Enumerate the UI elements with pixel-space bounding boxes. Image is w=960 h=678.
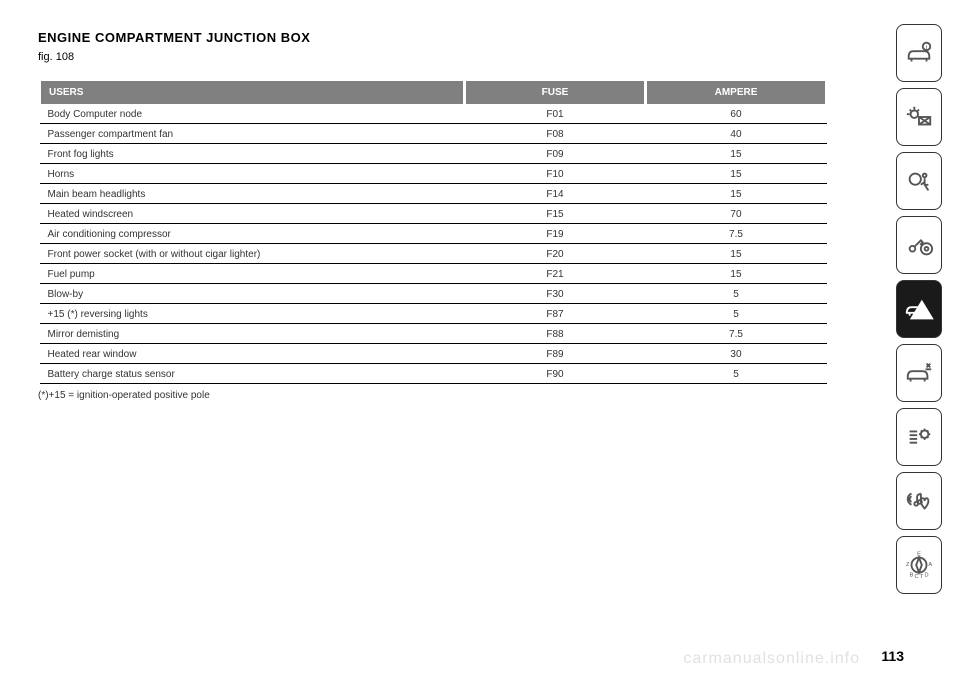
cell-fuse: F10 bbox=[464, 164, 645, 184]
table-row: Blow-byF305 bbox=[40, 284, 827, 304]
svg-text:B: B bbox=[910, 572, 914, 578]
cell-fuse: F87 bbox=[464, 304, 645, 324]
table-row: Body Computer nodeF0160 bbox=[40, 104, 827, 124]
cell-fuse: F01 bbox=[464, 104, 645, 124]
footnote: (*)+15 = ignition-operated positive pole bbox=[38, 390, 828, 401]
cell-fuse: F08 bbox=[464, 124, 645, 144]
svg-text:E: E bbox=[917, 552, 921, 558]
table-row: Front power socket (with or without ciga… bbox=[40, 244, 827, 264]
dashboard-light-icon[interactable] bbox=[896, 88, 942, 146]
watermark: carmanualsonline.info bbox=[683, 650, 860, 668]
compass-icon[interactable]: E Z A B DC T bbox=[896, 536, 942, 594]
cell-users: Air conditioning compressor bbox=[40, 224, 465, 244]
table-row: Main beam headlightsF1415 bbox=[40, 184, 827, 204]
car-warning-icon[interactable]: ! bbox=[896, 280, 942, 338]
table-row: Passenger compartment fanF0840 bbox=[40, 124, 827, 144]
svg-text:D: D bbox=[924, 572, 928, 578]
media-nav-icon[interactable] bbox=[896, 472, 942, 530]
cell-users: Body Computer node bbox=[40, 104, 465, 124]
cell-users: +15 (*) reversing lights bbox=[40, 304, 465, 324]
col-fuse: FUSE bbox=[464, 81, 645, 104]
cell-ampere: 30 bbox=[645, 344, 826, 364]
cell-fuse: F30 bbox=[464, 284, 645, 304]
cell-users: Heated windscreen bbox=[40, 204, 465, 224]
cell-users: Fuel pump bbox=[40, 264, 465, 284]
tab-sidebar: i! E Z A B DC T bbox=[896, 24, 942, 594]
car-info-icon[interactable]: i bbox=[896, 24, 942, 82]
cell-users: Horns bbox=[40, 164, 465, 184]
cell-fuse: F90 bbox=[464, 364, 645, 384]
table-row: +15 (*) reversing lightsF875 bbox=[40, 304, 827, 324]
airbag-seat-icon[interactable] bbox=[896, 152, 942, 210]
cell-users: Mirror demisting bbox=[40, 324, 465, 344]
table-row: Battery charge status sensorF905 bbox=[40, 364, 827, 384]
settings-list-icon[interactable] bbox=[896, 408, 942, 466]
cell-ampere: 5 bbox=[645, 364, 826, 384]
table-row: HornsF1015 bbox=[40, 164, 827, 184]
cell-fuse: F15 bbox=[464, 204, 645, 224]
cell-users: Battery charge status sensor bbox=[40, 364, 465, 384]
table-row: Air conditioning compressorF197.5 bbox=[40, 224, 827, 244]
key-steering-icon[interactable] bbox=[896, 216, 942, 274]
cell-ampere: 15 bbox=[645, 184, 826, 204]
cell-fuse: F09 bbox=[464, 144, 645, 164]
table-row: Heated rear windowF8930 bbox=[40, 344, 827, 364]
table-row: Mirror demistingF887.5 bbox=[40, 324, 827, 344]
cell-ampere: 5 bbox=[645, 304, 826, 324]
cell-users: Front power socket (with or without ciga… bbox=[40, 244, 465, 264]
cell-users: Passenger compartment fan bbox=[40, 124, 465, 144]
page-content: ENGINE COMPARTMENT JUNCTION BOX fig. 108… bbox=[38, 30, 828, 401]
cell-users: Heated rear window bbox=[40, 344, 465, 364]
page-title: ENGINE COMPARTMENT JUNCTION BOX bbox=[38, 30, 828, 45]
fuse-table: USERS FUSE AMPERE Body Computer nodeF016… bbox=[38, 81, 828, 384]
cell-ampere: 15 bbox=[645, 164, 826, 184]
car-service-icon[interactable] bbox=[896, 344, 942, 402]
cell-ampere: 15 bbox=[645, 264, 826, 284]
svg-text:Z: Z bbox=[906, 562, 910, 568]
figure-ref: fig. 108 bbox=[38, 51, 828, 63]
cell-ampere: 7.5 bbox=[645, 224, 826, 244]
cell-fuse: F21 bbox=[464, 264, 645, 284]
col-ampere: AMPERE bbox=[645, 81, 826, 104]
cell-ampere: 15 bbox=[645, 244, 826, 264]
svg-text:C T: C T bbox=[915, 574, 925, 580]
cell-fuse: F14 bbox=[464, 184, 645, 204]
cell-ampere: 15 bbox=[645, 144, 826, 164]
cell-fuse: F19 bbox=[464, 224, 645, 244]
cell-users: Blow-by bbox=[40, 284, 465, 304]
svg-text:A: A bbox=[928, 562, 932, 568]
cell-users: Front fog lights bbox=[40, 144, 465, 164]
col-users: USERS bbox=[40, 81, 465, 104]
svg-text:!: ! bbox=[920, 307, 923, 319]
cell-ampere: 5 bbox=[645, 284, 826, 304]
cell-ampere: 7.5 bbox=[645, 324, 826, 344]
cell-fuse: F20 bbox=[464, 244, 645, 264]
cell-ampere: 70 bbox=[645, 204, 826, 224]
cell-ampere: 40 bbox=[645, 124, 826, 144]
cell-users: Main beam headlights bbox=[40, 184, 465, 204]
cell-fuse: F88 bbox=[464, 324, 645, 344]
table-row: Fuel pumpF2115 bbox=[40, 264, 827, 284]
page-number: 113 bbox=[881, 648, 904, 664]
table-row: Heated windscreenF1570 bbox=[40, 204, 827, 224]
cell-fuse: F89 bbox=[464, 344, 645, 364]
cell-ampere: 60 bbox=[645, 104, 826, 124]
table-row: Front fog lightsF0915 bbox=[40, 144, 827, 164]
